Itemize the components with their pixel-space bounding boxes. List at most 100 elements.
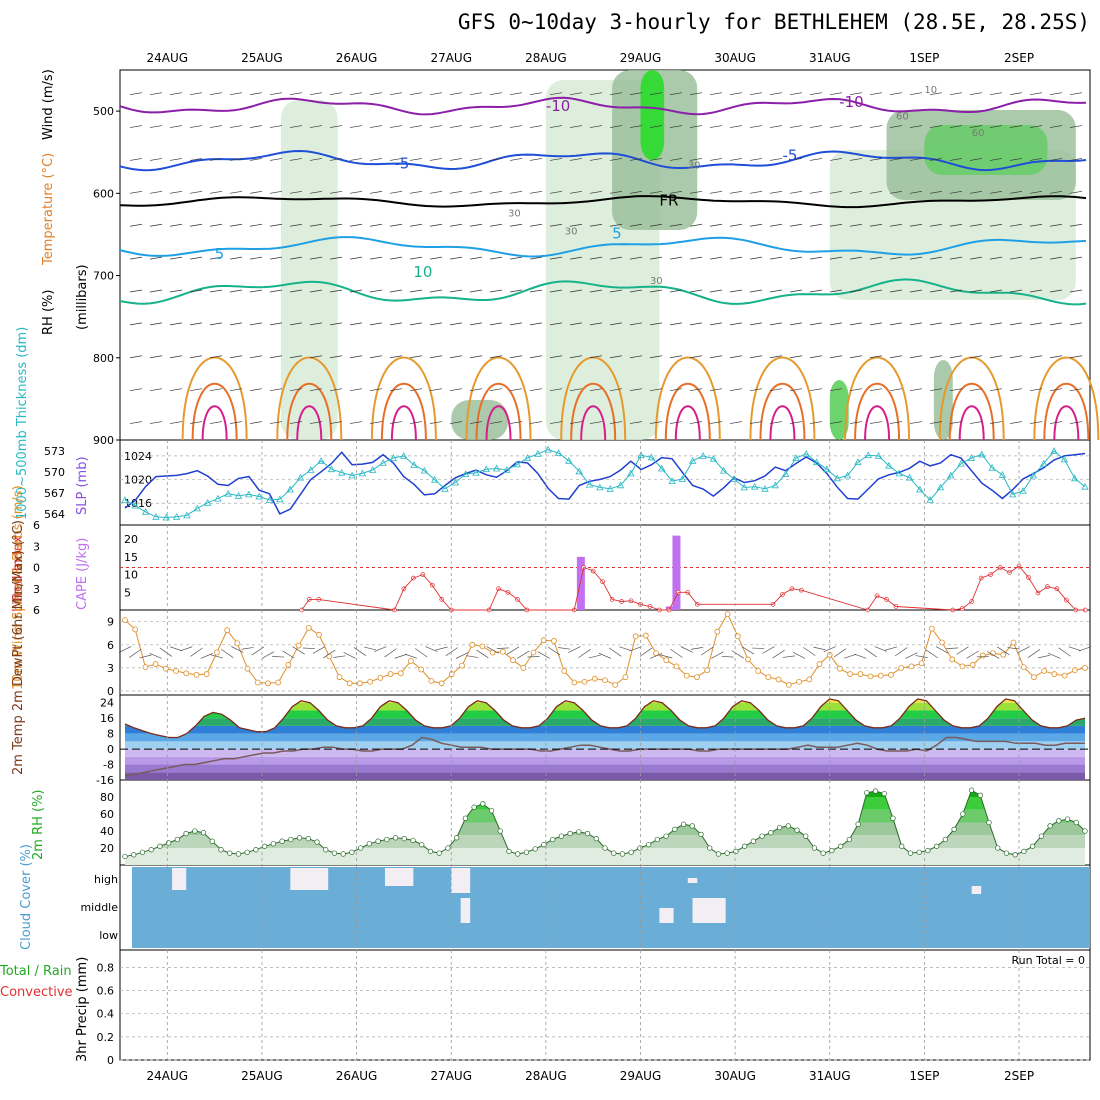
wind-speed-line-point [602,677,608,684]
wind-barb [129,190,143,194]
wind-barb-surface [159,647,173,657]
wind-barb [789,355,803,359]
precip-ylabel-total: Total / Rain [0,964,72,979]
rh-point [174,836,181,843]
wind-barb [309,223,323,227]
wind-barb [849,289,863,293]
wind-barb-surface [660,654,673,659]
wind-barb [509,388,523,392]
rh-point [270,841,277,847]
wind-barb [309,92,323,96]
rh-ylabel: 2m RH (%) [31,789,46,860]
wind-speed-line-point [939,639,945,646]
thickness-line-point [802,449,810,457]
wind-barb-surface [547,646,561,656]
wind-barb [489,256,503,260]
wind-ytick: 0 [107,685,114,698]
rh-point [261,843,268,849]
wind-ylabel: 10m Wind Speed & Barbs (m/s) [11,485,26,690]
thickness-line-point [234,491,243,499]
wind-barb [449,125,463,128]
thickness-line-point [317,456,325,464]
wind-speed-line-point [1061,672,1068,679]
wind-barb-surface [1058,647,1071,657]
wind-barb [909,355,923,359]
wind-barb [769,190,783,194]
wind-barb-surface [966,650,979,659]
wind-barb [969,289,983,293]
upper-air-panel: 500 600 700 800 900 -10 -10 -5 -5 FR 5 5 10 10 30 30 30 3… [93,70,1100,447]
wind-barb [1069,289,1083,293]
wind-barb [969,355,983,359]
wind-barb [389,256,403,260]
rh-point [567,830,573,837]
wind-barb [169,125,183,128]
wind-barb [849,256,863,260]
rh-point [916,849,922,855]
rh-point [715,851,722,857]
wind-barb-surface [578,649,591,658]
wind-barb [589,355,603,359]
thickness-line-point [1040,459,1048,467]
wind-barb [329,256,343,260]
wind-barb-surface [261,651,275,659]
wind-barb [689,289,703,293]
wind-barb [889,125,903,128]
temp-contour-label: 10 [413,263,432,281]
wind-barb [969,421,983,424]
wind-barb [169,322,183,326]
wind-barb-surface [374,646,387,653]
cape-ytick: 20 [124,533,138,546]
wind-barb [649,223,663,227]
wind-barb [889,388,903,392]
rh-point [183,830,189,837]
wind-barb [969,322,983,326]
rh-point [148,847,154,853]
wind-speed-line-point [173,668,179,674]
wind-barb [1049,421,1063,424]
wind-barb [429,125,443,128]
temp-ytick: 8 [107,728,114,741]
temp-contour-label: -5 [394,155,409,173]
wind-barb [269,388,283,392]
wind-barb [1029,289,1043,293]
wind-barb [1009,421,1023,424]
wind-barb [369,322,383,326]
rh-point [672,826,678,832]
wind-barb-surface [476,649,489,659]
rh-band [125,822,1085,836]
wind-barb [669,92,683,96]
rh-point [890,815,896,821]
wind-barb [629,223,643,227]
wind-barb-surface [619,646,632,652]
rh-point [218,847,224,853]
rh-point [899,843,905,849]
rh-band [125,797,1085,810]
rh-point [942,836,949,843]
thickness-line-point [1050,447,1058,454]
rh-point [794,827,800,833]
wind-speed-line-point [632,633,639,640]
ua-ytick-label: 700 [93,270,114,283]
wind-barb [789,223,803,227]
wind-barb-surface [629,646,642,652]
wind-barb [149,322,163,326]
wind-barb [749,125,763,128]
wind-barb [549,125,563,128]
wind-barb [989,92,1003,96]
wind-barb-surface [496,647,509,649]
rh-band [125,790,1085,797]
wind-barb [729,125,743,128]
thickness-line-point [668,477,676,484]
wind-barb-surface [639,647,653,657]
day-label-top: 27AUG [430,51,472,65]
wind-barb [329,421,343,424]
rh-contour-label: 10 [924,85,937,96]
wind-barb [289,322,303,326]
wind-barb [1029,421,1043,424]
wind-barb [529,223,543,227]
wind-barb [569,322,583,326]
wind-barb [829,92,843,96]
thickness-line-point [410,461,418,468]
wind-barb [789,92,803,96]
